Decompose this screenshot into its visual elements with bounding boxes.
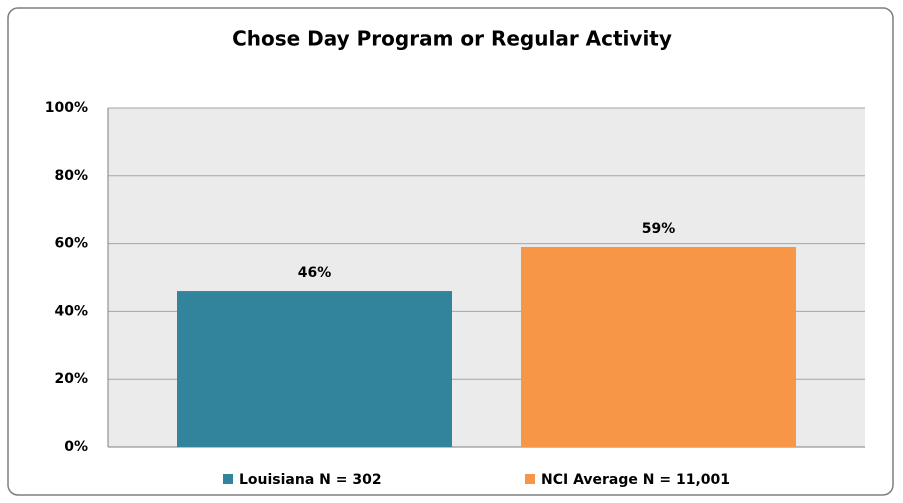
legend-label: NCI Average N = 11,001 [541, 472, 730, 488]
legend-label: Louisiana N = 302 [239, 472, 382, 488]
chart-title: Chose Day Program or Regular Activity [232, 27, 672, 51]
y-tick-label: 40% [54, 303, 88, 319]
value-label: 59% [642, 221, 676, 237]
y-tick-label: 100% [45, 100, 88, 116]
legend-swatch [223, 474, 233, 484]
bar [521, 246, 796, 447]
y-tick-label: 60% [54, 236, 88, 252]
bar [177, 291, 452, 447]
legend-swatch [525, 474, 535, 484]
value-label: 46% [298, 265, 332, 281]
y-tick-label: 80% [54, 168, 88, 184]
y-tick-label: 20% [54, 371, 88, 387]
y-tick-label: 0% [64, 439, 88, 455]
